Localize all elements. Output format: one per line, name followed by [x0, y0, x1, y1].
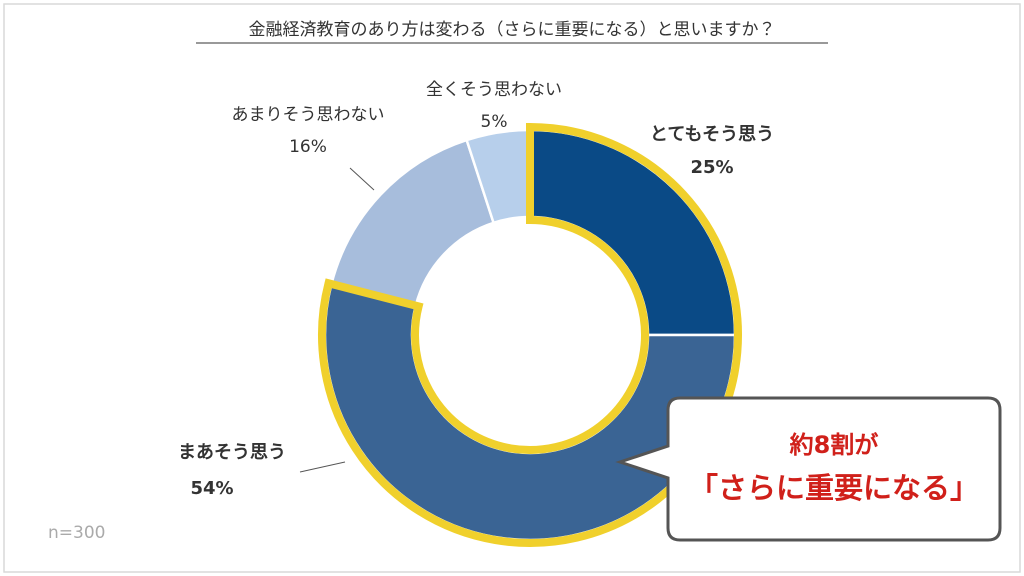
- value-label: 5%: [481, 112, 508, 132]
- value-label: 25%: [690, 157, 733, 178]
- category-label: まあそう思う: [178, 442, 286, 463]
- callout-line: 「さらに重要になる」: [689, 471, 979, 505]
- sample-size: n=300: [48, 523, 105, 543]
- category-label: あまりそう思わない: [232, 105, 385, 125]
- plot: とてもそう思う 25% まあそう思う 54% あまりそう思わない 16% 全くそう思わない 5…: [178, 80, 774, 547]
- callout-line: 約8割が: [789, 431, 879, 459]
- highlight-outline: [318, 122, 742, 547]
- category-label: 全くそう思わない: [426, 80, 562, 100]
- category-label: とてもそう思う: [650, 124, 774, 145]
- callout-box: [615, 396, 1002, 542]
- leader-line: [299, 461, 346, 473]
- leader-line: [349, 167, 375, 191]
- value-label: 54%: [190, 478, 233, 499]
- value-label: 16%: [289, 137, 327, 157]
- chart-title: 金融経済教育のあり方は変わる（さらに重要になる）と思いますか？: [249, 20, 776, 40]
